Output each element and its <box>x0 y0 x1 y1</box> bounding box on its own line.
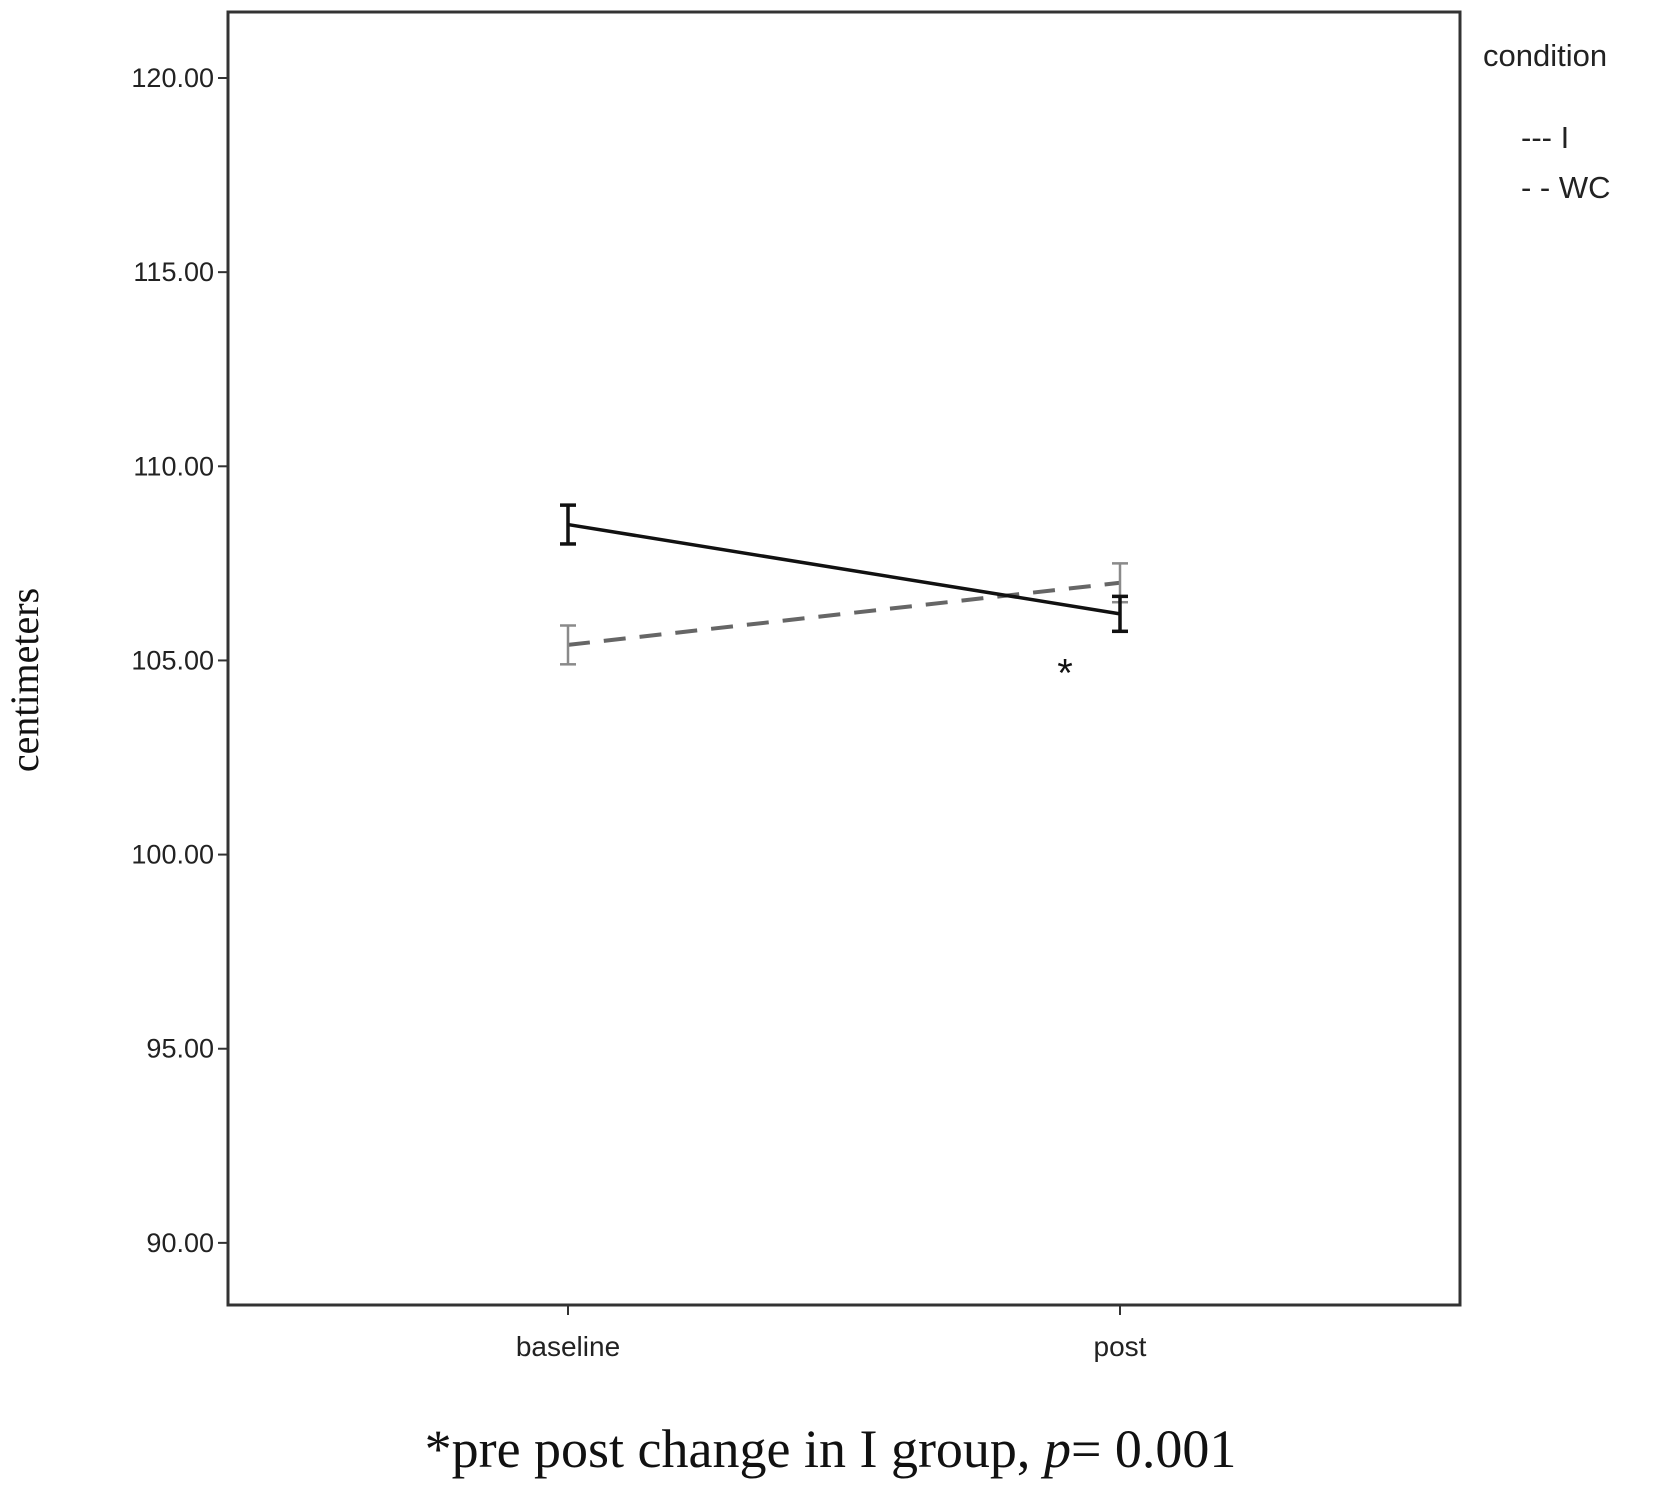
y-axis: 90.00 95.00 100.00 105.00 110.00 115.00 120.00 <box>131 63 228 1258</box>
x-tick-label: baseline <box>516 1331 620 1362</box>
series-line-wc <box>567 580 1121 647</box>
plot-frame <box>226 10 1462 1307</box>
series-line-i <box>567 522 1121 616</box>
figure-caption: *pre post change in I group, p= 0.001 <box>0 1418 1661 1480</box>
legend-title: condition <box>1483 38 1607 73</box>
y-tick-label: 100.00 <box>131 840 214 870</box>
caption-italic: p <box>1043 1419 1071 1479</box>
caption-prefix: *pre post change in I group, <box>424 1419 1044 1479</box>
y-tick-label: 105.00 <box>131 645 214 675</box>
caption-suffix: = 0.001 <box>1070 1419 1237 1479</box>
x-axis: baseline post <box>516 1305 1147 1362</box>
error-bar-i <box>1112 594 1128 634</box>
error-bar-wc <box>560 624 576 666</box>
legend-entry-i: --- I <box>1521 120 1569 155</box>
y-tick-label: 115.00 <box>133 257 214 287</box>
y-axis-label: centimeters <box>2 588 47 772</box>
x-tick-label: post <box>1094 1331 1147 1362</box>
y-tick-label: 95.00 <box>146 1034 214 1064</box>
error-bar-i <box>560 503 576 546</box>
legend: condition --- I - - WC <box>1483 38 1611 205</box>
series-group <box>560 503 1128 666</box>
significance-annotation: * <box>1057 651 1073 695</box>
y-tick-label: 110.00 <box>133 451 214 481</box>
legend-entry-wc: - - WC <box>1521 170 1611 205</box>
y-tick-label: 90.00 <box>146 1228 214 1258</box>
y-tick-label: 120.00 <box>131 63 214 93</box>
